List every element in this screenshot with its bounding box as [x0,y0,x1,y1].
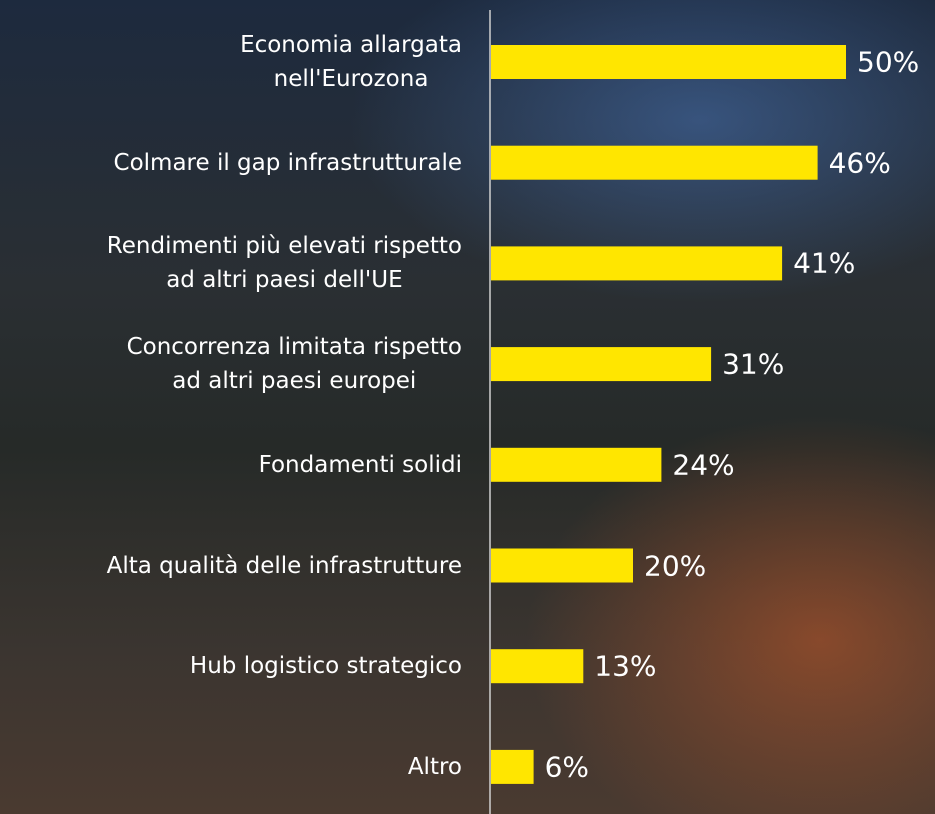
bar [491,649,583,683]
value-label: 24% [672,448,734,481]
bar [491,549,633,583]
bar [491,45,846,79]
category-label: Colmare il gap infrastrutturale [114,146,462,180]
page: (() => { const data = JSON.parse(documen… [0,0,935,814]
value-label: 50% [857,46,919,79]
category-label: Hub logistico strategico [190,649,462,683]
bar [491,448,661,482]
value-label: 31% [722,348,784,381]
bar [491,347,711,381]
bar [491,246,782,280]
category-label: Alta qualità delle infrastrutture [107,549,462,583]
value-label: 20% [644,549,706,582]
value-label: 41% [793,247,855,280]
chart [0,0,935,814]
category-label: Economia allargata nell'Eurozona [240,28,462,96]
bar [491,750,534,784]
category-label: Rendimenti più elevati rispetto ad altri… [107,229,462,297]
bar [491,146,818,180]
value-label: 46% [829,146,891,179]
value-label: 6% [545,750,589,783]
value-label: 13% [594,650,656,683]
category-label: Concorrenza limitata rispetto ad altri p… [127,330,462,398]
category-label: Altro [408,750,462,784]
category-label: Fondamenti solidi [259,448,462,482]
